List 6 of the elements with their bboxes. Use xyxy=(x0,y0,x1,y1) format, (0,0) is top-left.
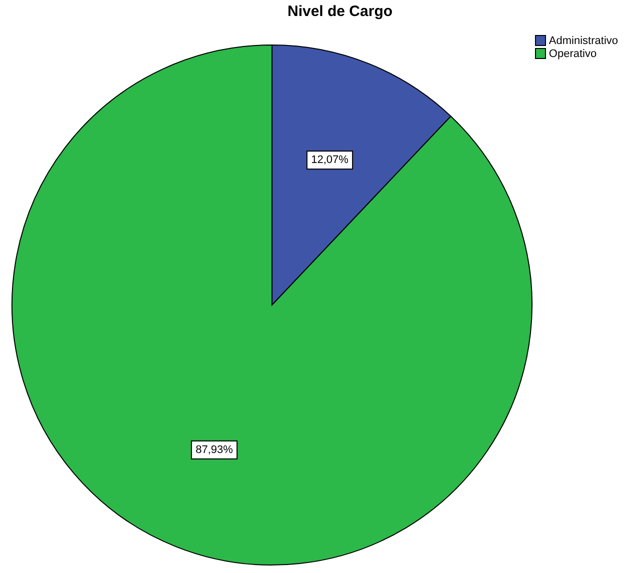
legend-label: Administrativo xyxy=(548,34,618,46)
chart-title: Nivel de Cargo xyxy=(286,3,394,20)
legend-label: Operativo xyxy=(548,48,597,60)
pie-slice xyxy=(12,44,532,566)
data-label: 87,93% xyxy=(196,444,234,456)
data-label: 12,07% xyxy=(311,154,349,166)
